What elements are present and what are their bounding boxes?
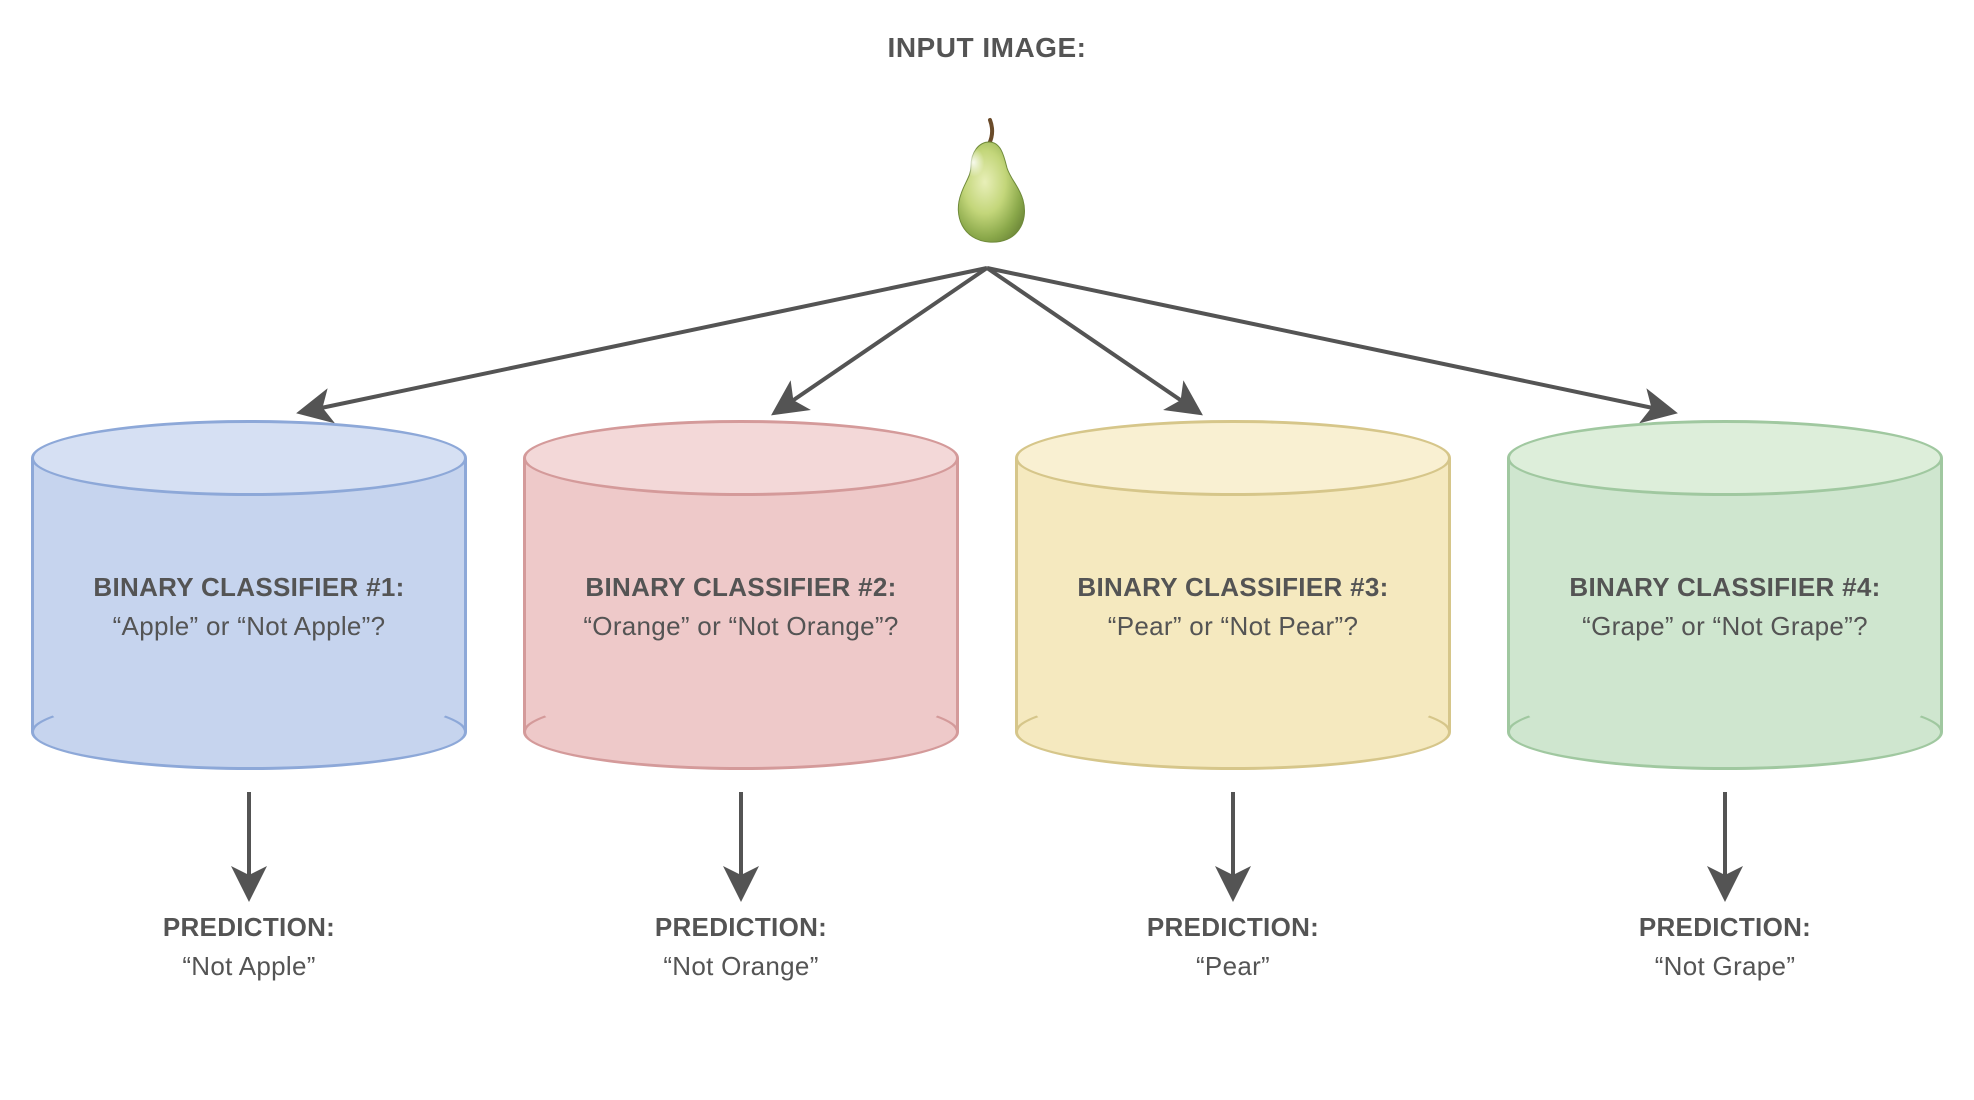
down-arrow (1213, 788, 1253, 908)
classifier-label: BINARY CLASSIFIER #4: “Grape” or “Not Gr… (1507, 568, 1943, 646)
input-pear-icon (927, 110, 1047, 250)
classifier-column: BINARY CLASSIFIER #1: “Apple” or “Not Ap… (31, 420, 467, 986)
classifier-label: BINARY CLASSIFIER #3: “Pear” or “Not Pea… (1015, 568, 1451, 646)
down-arrow (1705, 788, 1745, 908)
classifier-column: BINARY CLASSIFIER #2: “Orange” or “Not O… (523, 420, 959, 986)
classifier-column: BINARY CLASSIFIER #3: “Pear” or “Not Pea… (1015, 420, 1451, 986)
classifier-cylinder: BINARY CLASSIFIER #4: “Grape” or “Not Gr… (1507, 420, 1943, 770)
down-arrow (229, 788, 269, 908)
classifier-cylinder: BINARY CLASSIFIER #3: “Pear” or “Not Pea… (1015, 420, 1451, 770)
input-image-label: INPUT IMAGE: (888, 32, 1087, 64)
classifier-cylinder: BINARY CLASSIFIER #2: “Orange” or “Not O… (523, 420, 959, 770)
classifier-label: BINARY CLASSIFIER #1: “Apple” or “Not Ap… (31, 568, 467, 646)
classifier-row: BINARY CLASSIFIER #1: “Apple” or “Not Ap… (0, 420, 1974, 986)
classifier-column: BINARY CLASSIFIER #4: “Grape” or “Not Gr… (1507, 420, 1943, 986)
prediction-label: PREDICTION: “Not Orange” (655, 908, 827, 986)
prediction-label: PREDICTION: “Not Grape” (1639, 908, 1811, 986)
prediction-label: PREDICTION: “Pear” (1147, 908, 1319, 986)
classifier-label: BINARY CLASSIFIER #2: “Orange” or “Not O… (523, 568, 959, 646)
prediction-label: PREDICTION: “Not Apple” (163, 908, 335, 986)
down-arrow (721, 788, 761, 908)
classifier-cylinder: BINARY CLASSIFIER #1: “Apple” or “Not Ap… (31, 420, 467, 770)
